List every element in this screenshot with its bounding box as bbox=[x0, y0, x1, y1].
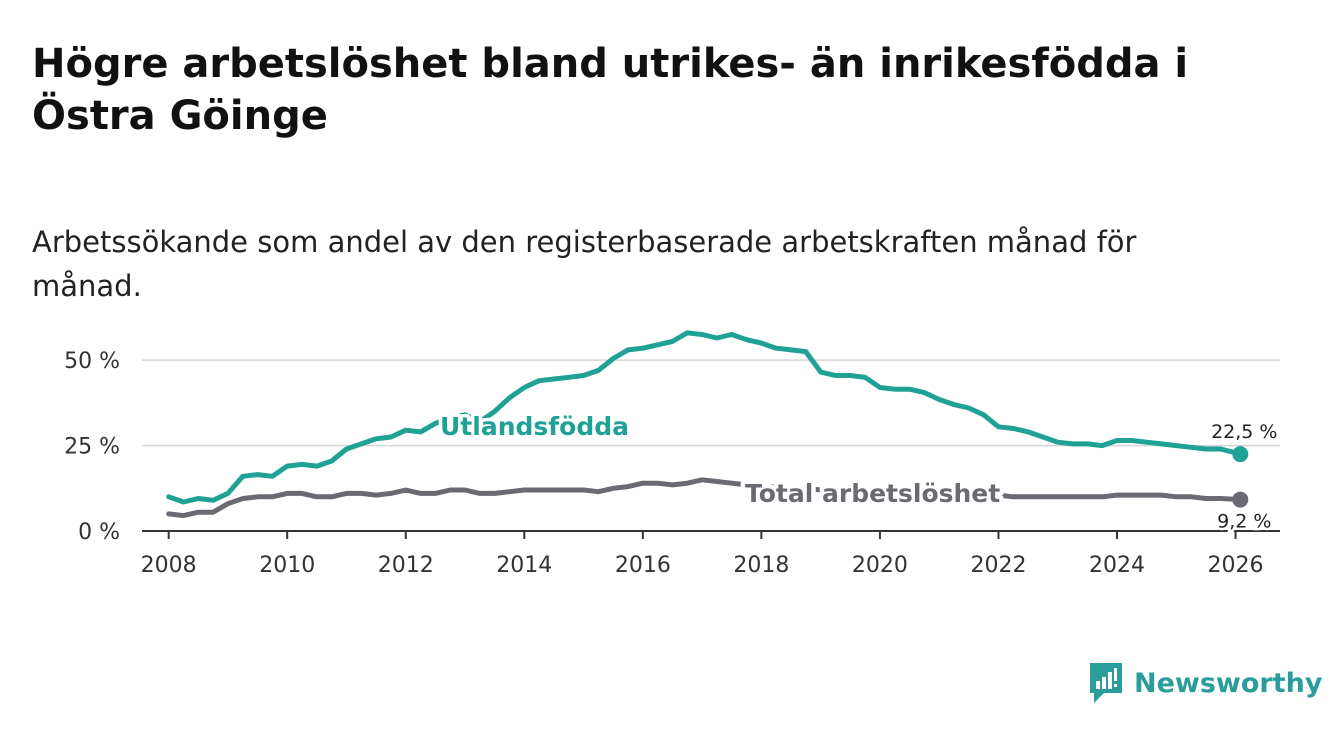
x-tick-label: 2016 bbox=[615, 553, 671, 578]
series-label-utlandsfodda: Utlandsfödda bbox=[440, 412, 629, 441]
end-label-total-arbetsloshet: 9,2 % bbox=[1217, 511, 1271, 533]
x-tick-label: 2022 bbox=[970, 553, 1026, 578]
x-tick-label: 2020 bbox=[852, 553, 908, 578]
y-tick-label: 25 % bbox=[64, 435, 120, 460]
end-label-utlandsfodda: 22,5 % bbox=[1211, 421, 1277, 443]
x-tick-label: 2024 bbox=[1089, 553, 1145, 578]
x-tick-label: 2012 bbox=[378, 553, 434, 578]
x-tick-label: 2010 bbox=[259, 553, 315, 578]
series-label-total-arbetsloshet: Total arbetslöshet bbox=[745, 479, 1000, 508]
brand-name: Newsworthy bbox=[1134, 667, 1323, 699]
end-marker-utlandsfodda bbox=[1232, 446, 1249, 463]
end-marker-total-arbetsloshet bbox=[1232, 491, 1249, 508]
chart-title: Högre arbetslöshet bland utrikes- än inr… bbox=[32, 41, 1189, 139]
brand-logo: Newsworthy bbox=[1088, 660, 1322, 706]
x-tick-label: 2018 bbox=[733, 553, 789, 578]
chart-subtitle: Arbetssökande som andel av den registerb… bbox=[32, 225, 1137, 303]
y-tick-label: 50 % bbox=[64, 349, 120, 374]
series-line-total-arbetsloshet bbox=[166, 477, 1243, 519]
x-tick-label: 2008 bbox=[141, 553, 197, 578]
x-tick-label: 2014 bbox=[496, 553, 552, 578]
x-tick-label: 2026 bbox=[1208, 553, 1264, 578]
newsworthy-logo-icon bbox=[1090, 663, 1122, 703]
y-tick-label: 0 % bbox=[78, 520, 120, 545]
series-line-utlandsfodda bbox=[166, 330, 1243, 505]
